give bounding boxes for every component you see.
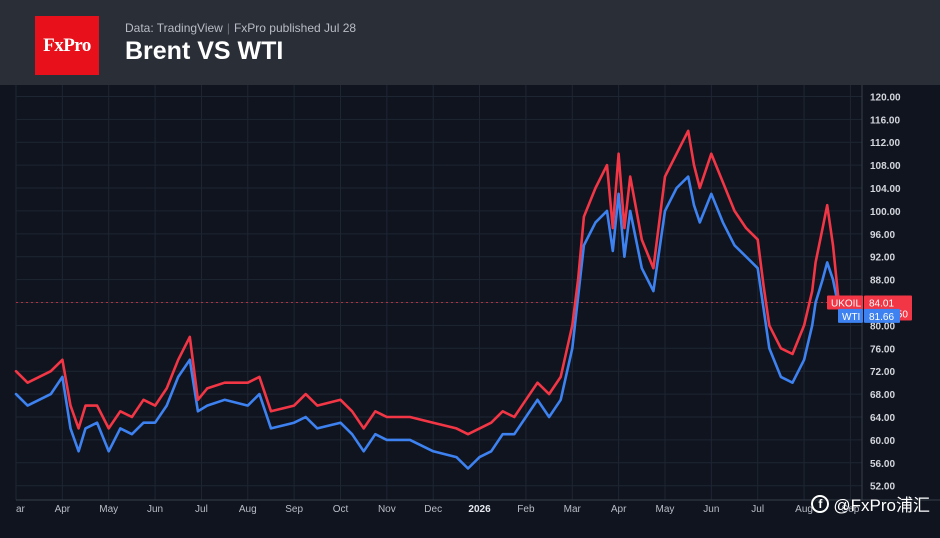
x-tick-label: Mar: [564, 504, 582, 515]
x-tick-label: Apr: [611, 504, 627, 515]
x-tick-label: Jul: [195, 504, 208, 515]
y-tick-label: 56.00: [870, 459, 895, 470]
logo-text: FxPro: [43, 34, 91, 56]
x-tick-label: Jun: [703, 504, 719, 515]
y-tick-label: 108.00: [870, 161, 901, 172]
y-tick-label: 88.00: [870, 276, 895, 287]
source-line: Data: TradingView | FxPro published Jul 28: [125, 21, 356, 35]
watermark-text: @FxPro浦汇: [833, 496, 930, 515]
series-line-ukoil: [14, 129, 846, 436]
x-tick-label: Sep: [285, 504, 303, 515]
y-tick-label: 80.00: [870, 321, 895, 332]
x-tick-label: Jun: [147, 504, 163, 515]
price-label-bg: [864, 308, 900, 323]
series-label-bg: [838, 308, 863, 323]
price-tag-wti: WTI 81.66: [838, 308, 900, 323]
y-tick-label: 116.00: [870, 115, 900, 126]
y-tick-label: 52.00: [870, 482, 895, 493]
y-tick-label: 120.00: [870, 92, 901, 103]
y-tick-label: 112.00: [870, 138, 900, 149]
y-tick-label: 64.00: [870, 413, 895, 424]
series-layer: [14, 129, 849, 470]
weibo-icon: f: [811, 494, 830, 513]
x-tick-label: Sep: [842, 504, 860, 515]
y-tick-label: 76.00: [870, 344, 895, 355]
y-tick-label: 100.00: [870, 207, 901, 218]
price-value: 84.01: [869, 298, 894, 309]
series-label: UKOIL: [831, 298, 861, 309]
y-tick-label: 68.00: [870, 390, 895, 401]
x-tick-label: Feb: [517, 504, 535, 515]
meta-separator: |: [226, 21, 230, 35]
y-tick-label: 104.00: [870, 184, 901, 195]
series-label: WTI: [842, 312, 860, 323]
grid-layer: [15, 85, 862, 500]
x-tick-label: Jul: [751, 504, 764, 515]
price-value: 81.66: [869, 312, 894, 323]
fxpro-logo: FxPro: [35, 16, 99, 75]
x-tick-label: Aug: [795, 504, 813, 515]
data-source: Data: TradingView: [125, 21, 223, 35]
watermark: f @FxPro浦汇: [811, 491, 930, 516]
y-tick-label: 96.00: [870, 230, 895, 241]
x-tick-label: May: [656, 504, 675, 515]
x-tick-label: 2026: [468, 504, 491, 515]
x-tick-label: Nov: [378, 504, 396, 515]
y-tick-label: 60.00: [870, 436, 895, 447]
y-tick-label: 72.00: [870, 367, 895, 378]
chart-area: 52.00 56.00 60.00 64.00 68.00 72.00 76.00 80.00…: [0, 85, 940, 538]
price-chart: 52.00 56.00 60.00 64.00 68.00 72.00 76.00 80.00…: [14, 85, 940, 515]
chart-title: Brent VS WTI: [125, 37, 284, 65]
x-tick-label: Apr: [55, 504, 71, 515]
axis-layer: 52.00 56.00 60.00 64.00 68.00 72.00 76.00 80.00…: [16, 85, 940, 515]
x-tick-label: Oct: [333, 504, 349, 515]
x-tick-label: ar: [16, 504, 26, 515]
x-tick-label: Dec: [424, 504, 442, 515]
y-tick-label: 92.00: [870, 253, 895, 264]
x-tick-label: May: [99, 504, 118, 515]
published-date: FxPro published Jul 28: [233, 21, 357, 35]
header-bar: FxPro Data: TradingView | FxPro published …: [0, 0, 940, 85]
series-line-wti: [14, 175, 846, 470]
x-tick-label: Aug: [239, 504, 257, 515]
series-label-bg: [827, 295, 863, 310]
